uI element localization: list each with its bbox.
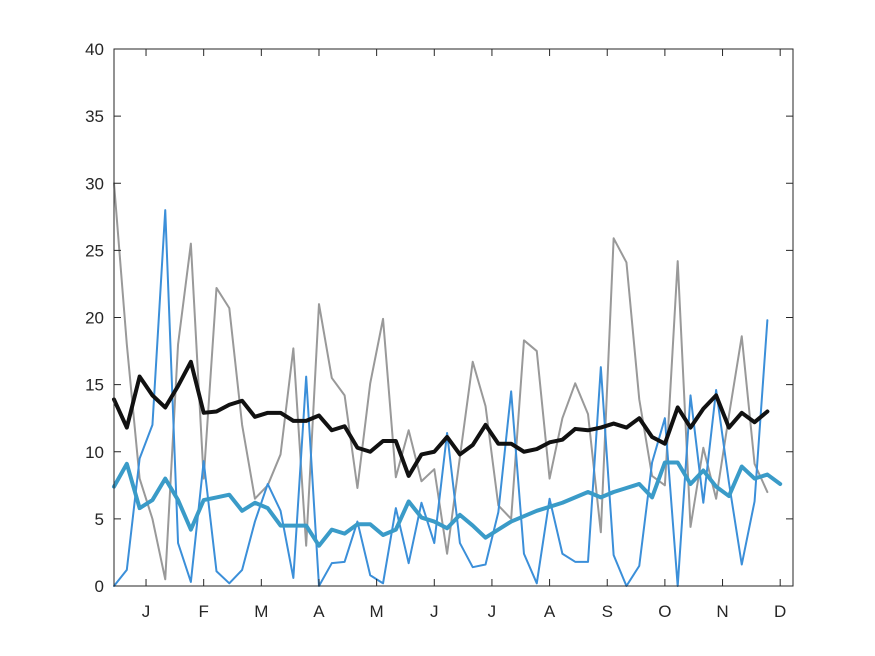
x-tick-label: J [488,602,497,621]
y-tick-label: 20 [85,309,104,328]
y-tick-label: 25 [85,241,104,260]
x-tick-label: F [198,602,208,621]
x-tick-label: S [602,602,613,621]
x-tick-label: J [430,602,439,621]
y-tick-label: 35 [85,107,104,126]
series-layer [112,182,783,587]
y-tick-label: 15 [85,376,104,395]
y-tick-label: 40 [85,40,104,59]
x-tick-label: J [142,602,151,621]
y-tick-label: 10 [85,443,104,462]
y-tick-label: 5 [95,510,104,529]
x-tick-label: A [544,602,556,621]
y-tick-label: 0 [95,577,104,596]
x-tick-label: A [313,602,325,621]
x-tick-label: D [774,602,786,621]
x-tick-label: M [254,602,268,621]
series-line-3 [112,460,783,548]
series-line-4 [112,359,770,478]
x-tick-label: N [716,602,728,621]
x-tick-label: O [658,602,671,621]
y-axis: 0 5 10 15 20 25 30 35 40 [85,40,793,596]
x-tick-label: M [370,602,384,621]
y-tick-label: 30 [85,174,104,193]
